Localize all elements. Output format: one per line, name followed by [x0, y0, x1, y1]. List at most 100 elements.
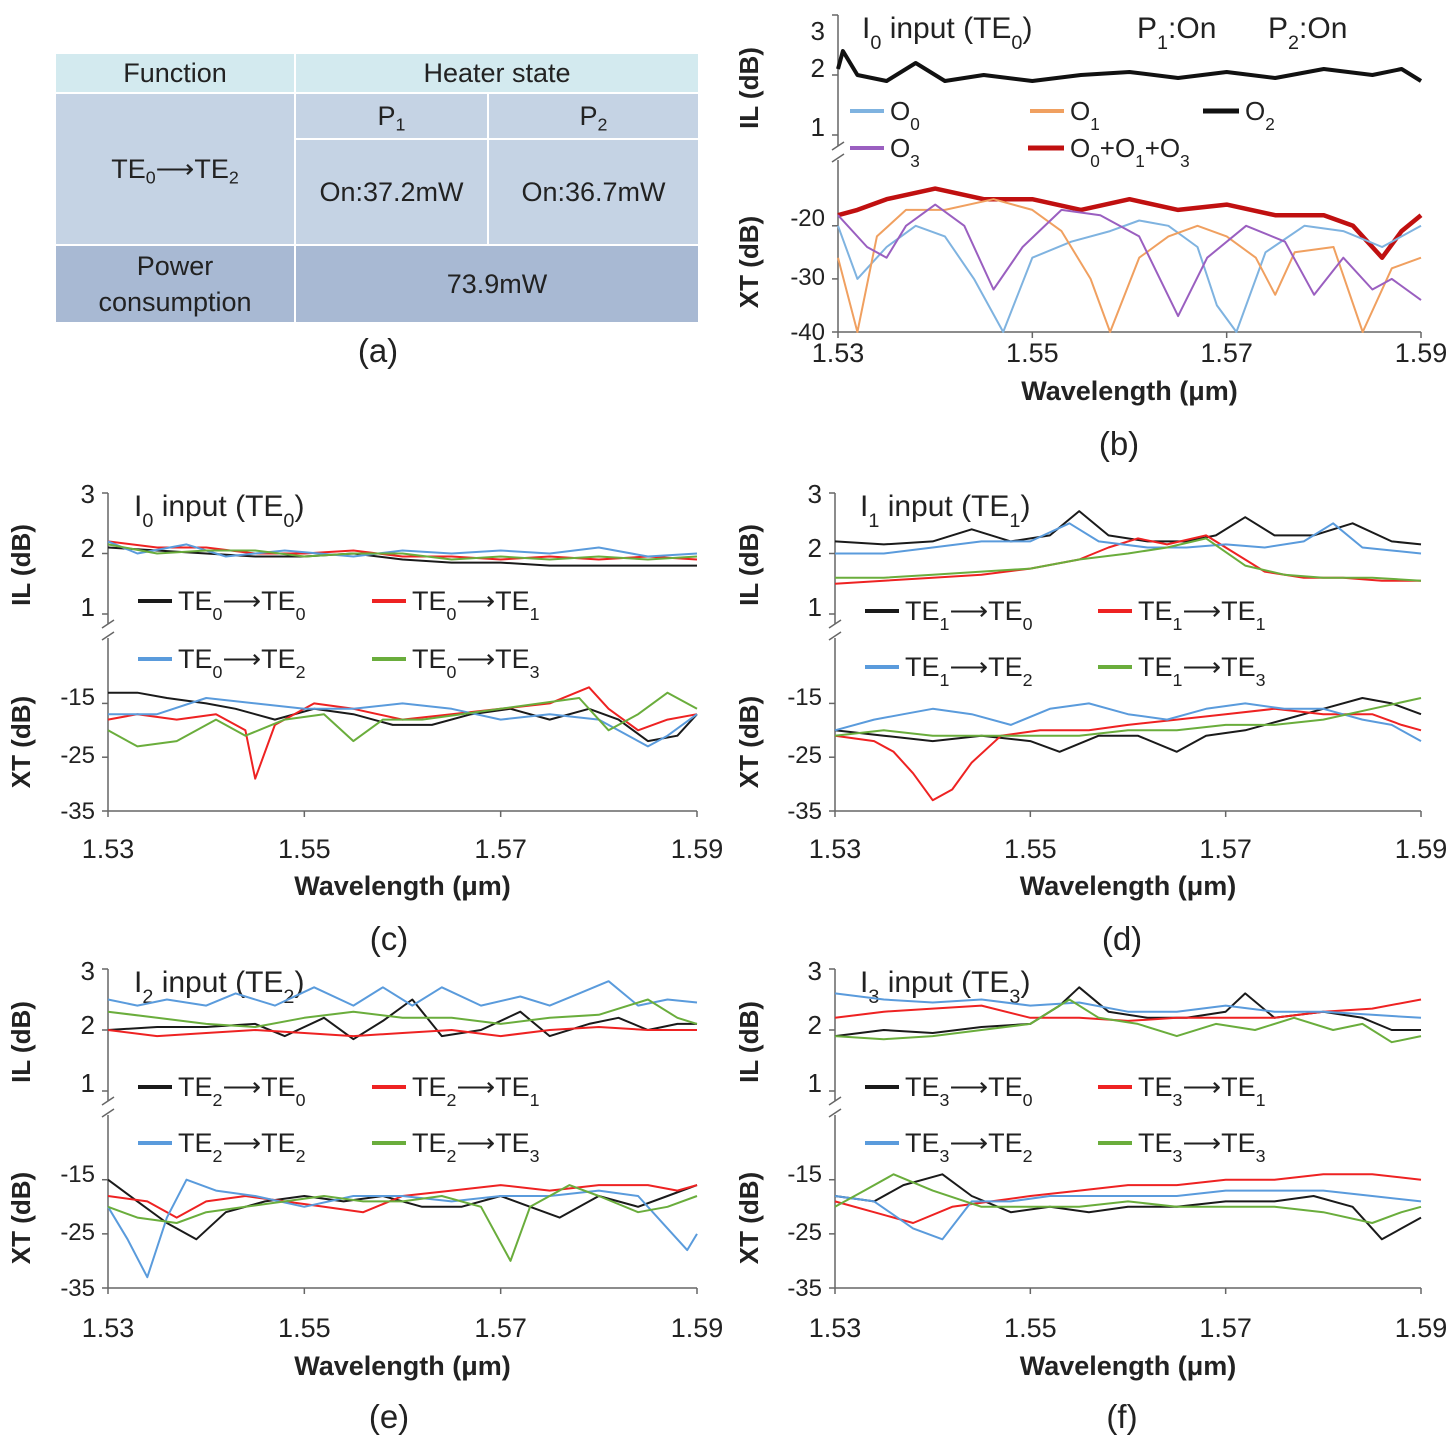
- x-axis-label-c: Wavelength (μm): [294, 871, 511, 901]
- x-axis-label-e: Wavelength (μm): [294, 1351, 511, 1381]
- il-tick-label-b-1: 2: [811, 53, 825, 83]
- panel-label-e: (e): [369, 1398, 409, 1435]
- x-tick-label-c-1: 1.55: [278, 834, 331, 864]
- il-axis-label-b: IL (dB): [734, 47, 764, 129]
- il-line-c-TE1: [107, 540, 698, 561]
- x-tick-label-e-0: 1.53: [82, 1313, 135, 1343]
- xt-line-f-TE3: [834, 1173, 1422, 1224]
- il-axis-label-d: IL (dB): [734, 524, 764, 606]
- xt-tick-label-b-2: -40: [790, 319, 825, 346]
- x-tick-label-b-1: 1.55: [1006, 338, 1059, 368]
- xt-tick-label-f-0: -15: [787, 1161, 822, 1188]
- panel-label-d: (d): [1102, 920, 1142, 957]
- xt-line-b-O1: [837, 198, 1422, 333]
- legend-label-b-O0: O0: [890, 96, 920, 134]
- il-axis-label-e: IL (dB): [6, 1001, 36, 1083]
- legend-label-d-TE2: TE1⟶TE2: [905, 652, 1033, 690]
- chart-title-e: I2 input (TE2): [134, 966, 304, 1008]
- legend-label-c-TE2: TE0⟶TE2: [178, 644, 306, 682]
- xt-tick-label-c-1: -25: [60, 742, 95, 769]
- xt-axis-label-b: XT (dB): [734, 216, 764, 308]
- xt-line-d-TE3: [834, 697, 1422, 737]
- x-tick-label-d-1: 1.55: [1004, 834, 1057, 864]
- x-tick-label-c-2: 1.57: [474, 834, 527, 864]
- chart-title-f: I3 input (TE3): [860, 966, 1030, 1008]
- panel-label-b: (b): [1099, 425, 1139, 462]
- il-tick-label-b-2: 1: [811, 112, 825, 142]
- xt-axis-label-c: XT (dB): [6, 696, 36, 788]
- x-tick-label-e-3: 1.59: [671, 1313, 724, 1343]
- xt-tick-label-d-1: -25: [787, 742, 822, 769]
- xt-line-e-TE0: [107, 1178, 698, 1241]
- legend-label-e-TE2: TE2⟶TE2: [178, 1128, 306, 1166]
- axis-break-mark-top-b: [831, 141, 845, 151]
- xt-tick-label-d-0: -15: [787, 684, 822, 711]
- legend-label-f-TE0: TE3⟶TE0: [905, 1072, 1033, 1110]
- il-tick-label-c-0: 3: [81, 479, 95, 509]
- legend-label-f-TE1: TE3⟶TE1: [1138, 1072, 1266, 1110]
- xt-tick-label-b-1: -30: [790, 264, 825, 291]
- x-tick-label-f-3: 1.59: [1395, 1313, 1448, 1343]
- legend-label-e-TE1: TE2⟶TE1: [412, 1072, 540, 1110]
- x-tick-label-d-3: 1.59: [1395, 834, 1448, 864]
- il-tick-label-f-1: 2: [808, 1010, 822, 1040]
- legend-label-c-TE1: TE0⟶TE1: [412, 586, 540, 624]
- chart-title-c: I0 input (TE0): [134, 490, 304, 532]
- x-tick-label-e-2: 1.57: [474, 1313, 527, 1343]
- x-tick-label-d-2: 1.57: [1199, 834, 1252, 864]
- il-tick-label-b-0: 3: [811, 16, 825, 46]
- il-tick-label-c-1: 2: [81, 533, 95, 563]
- x-tick-label-c-0: 1.53: [82, 834, 135, 864]
- il-axis-label-f: IL (dB): [734, 1001, 764, 1083]
- chart-title-b: I0 input (TE0): [862, 12, 1032, 54]
- xt-tick-label-e-0: -15: [60, 1161, 95, 1188]
- il-tick-label-c-2: 1: [81, 592, 95, 622]
- xt-line-c-TE2: [108, 697, 698, 748]
- xt-line-b-O3: [837, 203, 1422, 318]
- legend-label-b-O3: O3: [890, 133, 920, 171]
- xt-axis-label-e: XT (dB): [6, 1172, 36, 1264]
- xt-tick-label-e-1: -25: [60, 1219, 95, 1246]
- il-line-c-TE0: [107, 546, 697, 567]
- xt-axis-label-d: XT (dB): [734, 696, 764, 788]
- xt-line-e-TE2: [107, 1178, 698, 1279]
- il-line-f-TE2: [834, 992, 1422, 1019]
- legend-label-c-TE0: TE0⟶TE0: [178, 586, 306, 624]
- il-tick-label-f-0: 3: [808, 956, 822, 986]
- il-tick-label-e-1: 2: [81, 1010, 95, 1040]
- axis-break-mark-top-e: [101, 1096, 115, 1106]
- il-tick-label-d-1: 2: [808, 533, 822, 563]
- table-power-label: Power consumption: [54, 244, 296, 324]
- xt-line-c-TE3: [107, 691, 698, 748]
- xt-line-f-TE0: [834, 1173, 1422, 1241]
- x-tick-label-f-0: 1.53: [809, 1313, 862, 1343]
- x-axis-label-d: Wavelength (μm): [1020, 871, 1237, 901]
- xt-line-c-TE1: [107, 686, 698, 780]
- panel-label-a: (a): [358, 332, 398, 369]
- legend-label-b-O2: O2: [1245, 96, 1275, 134]
- axis-break-mark-bottom-d: [828, 631, 842, 641]
- legend-label-e-TE3: TE2⟶TE3: [412, 1128, 540, 1166]
- legend-label-e-TE0: TE2⟶TE0: [178, 1072, 306, 1110]
- il-line-e-TE2: [107, 980, 698, 1007]
- xt-tick-label-b-0: -20: [790, 205, 825, 232]
- il-line-f-TE0: [834, 986, 1421, 1038]
- legend-label-b-sum: O0+O1+O3: [1070, 133, 1190, 171]
- axis-break-mark-bottom-c: [101, 631, 115, 641]
- x-axis-label-b: Wavelength (μm): [1021, 376, 1238, 406]
- xt-tick-label-f-1: -25: [787, 1219, 822, 1246]
- x-tick-label-b-0: 1.53: [812, 338, 865, 368]
- table-p1-value: On:37.2mW: [294, 138, 489, 246]
- xt-tick-label-e-2: -35: [60, 1275, 95, 1302]
- table-function-value: TE0⟶TE2: [54, 92, 296, 246]
- axis-break-mark-top-c: [101, 619, 115, 629]
- chart-title-d: I1 input (TE1): [860, 490, 1030, 532]
- axis-break-mark-bottom-b: [831, 153, 845, 163]
- legend-label-d-TE0: TE1⟶TE0: [905, 596, 1033, 634]
- il-line-e-TE1: [107, 1026, 697, 1038]
- x-tick-label-b-3: 1.59: [1395, 338, 1448, 368]
- legend-label-c-TE3: TE0⟶TE3: [412, 644, 540, 682]
- xt-line-d-TE1: [834, 707, 1422, 802]
- xt-tick-label-f-2: -35: [787, 1275, 822, 1302]
- x-tick-label-e-1: 1.55: [278, 1313, 331, 1343]
